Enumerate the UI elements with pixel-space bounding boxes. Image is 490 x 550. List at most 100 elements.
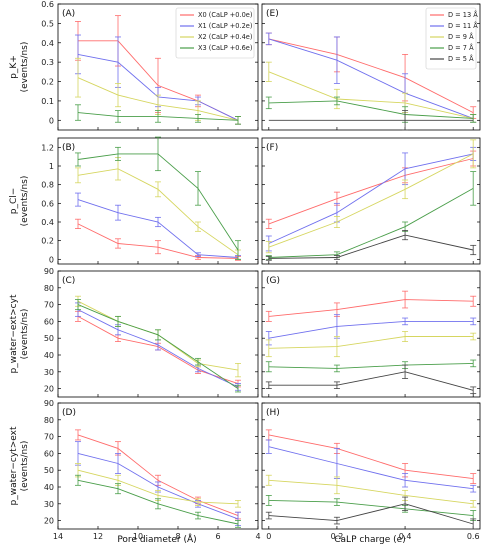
series-3-line — [268, 71, 474, 119]
y-tick-label: 30 — [44, 500, 54, 509]
y-axis-label-row-1: p_K+(events/ns) — [9, 42, 30, 93]
y-tick-label: 80 — [44, 284, 54, 293]
y-tick-label: 20 — [44, 385, 54, 394]
y-axis-label-line-1: p_Cl− — [9, 188, 19, 215]
panel-c-frame — [57, 270, 259, 398]
panel-label-h: (H) — [266, 408, 280, 418]
y-tick-label: 50 — [44, 466, 54, 475]
y-axis-label-line-2: (events/ns) — [20, 176, 30, 227]
y-tick-label: 0.6 — [41, 199, 54, 208]
series-2-line — [268, 446, 474, 490]
y-tick-label: 0.8 — [41, 181, 54, 190]
y-tick-label: 20 — [44, 517, 54, 526]
x-tick-label: 6 — [215, 532, 220, 541]
y-tick-label: 0 — [49, 116, 54, 125]
panel-label-d: (D) — [62, 408, 76, 418]
panel-a-frame — [57, 3, 259, 131]
panel-f-frame — [261, 137, 481, 265]
series-3-line — [268, 479, 474, 505]
series-4-line — [268, 362, 474, 369]
series-1-line — [268, 38, 474, 114]
y-tick-label: 30 — [44, 368, 54, 377]
y-tick-label: 0.2 — [41, 78, 54, 87]
y-tick-label: 0.6 — [41, 0, 54, 9]
series-5-line — [268, 234, 474, 259]
legend-right: D = 13 Å D = 11 Å D = 9 Å D = 7 Å D = 5 Å — [425, 7, 478, 70]
x-tick-label: 14 — [53, 532, 63, 541]
legend-entry: D = 9 Å — [448, 32, 474, 41]
y-tick-label: 40 — [44, 483, 54, 492]
series-5-line — [268, 503, 474, 525]
y-tick-label: 80 — [44, 416, 54, 425]
panel-label-c: (C) — [62, 276, 75, 286]
y-axis-label-row-4: p_water−cyt>ext(events/ns) — [9, 426, 30, 505]
y-axis-label-line-1: p_water−ext>cyt — [9, 294, 19, 373]
y-axis-label-line-2: (events/ns) — [20, 309, 30, 360]
panel-label-b: (B) — [62, 143, 75, 153]
y-axis-label-line-1: p_water−cyt>ext — [9, 426, 19, 505]
legend-entry: D = 13 Å — [448, 10, 478, 19]
y-tick-label: 50 — [44, 334, 54, 343]
y-tick-label: 0.3 — [41, 58, 54, 67]
legend-frame — [425, 7, 477, 70]
x-axis-label-right: CaLP charge (e) — [334, 535, 405, 545]
y-tick-label: 0.2 — [41, 237, 54, 246]
x-tick-label: 10 — [133, 532, 143, 541]
legend-entry: X2 (CaLP +0.4e) — [198, 33, 252, 41]
y-tick-label: 1 — [49, 162, 54, 171]
y-tick-label: 0.4 — [41, 218, 54, 227]
panel-label-f: (F) — [266, 143, 278, 153]
panel-d-frame — [57, 402, 259, 530]
y-tick-label: 40 — [44, 351, 54, 360]
y-axis-label-row-2: p_Cl−(events/ns) — [9, 176, 30, 227]
series-3-line — [268, 336, 474, 349]
y-tick-label: 70 — [44, 301, 54, 310]
series-2-line — [268, 153, 474, 244]
y-tick-label: 90 — [44, 399, 54, 408]
series-3-line — [268, 153, 474, 248]
legend-entry: X3 (CaLP +0.6e) — [198, 44, 252, 52]
y-tick-label: 0.5 — [41, 19, 54, 28]
panel-label-e: (E) — [266, 9, 279, 19]
series-4-line — [268, 499, 474, 517]
series-5-line — [268, 371, 474, 391]
legend-frame — [175, 7, 255, 59]
legend-entry: D = 5 Å — [448, 54, 474, 63]
series-1-line — [268, 158, 474, 225]
legend-left: X0 (CaLP +0.0e) X1 (CaLP +0.2e) X2 (CaLP +… — [175, 7, 255, 59]
y-tick-label: 0.1 — [41, 97, 54, 106]
y-axis-label-line-2: (events/ns) — [20, 42, 30, 93]
series-1-line — [268, 299, 474, 317]
series-2-line — [268, 320, 474, 339]
x-tick-label: 12 — [93, 532, 103, 541]
x-tick-label: 4 — [255, 532, 260, 541]
panel-label-g: (G) — [266, 276, 280, 286]
y-tick-label: 70 — [44, 433, 54, 442]
y-axis-label-row-3: p_water−ext>cyt(events/ns) — [9, 294, 30, 373]
series-4-line — [268, 100, 474, 119]
y-tick-label: 0.4 — [41, 39, 54, 48]
y-axis-label-line-2: (events/ns) — [20, 441, 30, 492]
series-1-line — [268, 434, 474, 480]
panel-h-frame — [261, 402, 481, 530]
y-tick-label: 1.2 — [41, 143, 54, 152]
y-tick-label: 0 — [49, 255, 54, 264]
panel-e-frame — [261, 3, 481, 131]
y-tick-label: 60 — [44, 449, 54, 458]
panel-label-a: (A) — [62, 9, 75, 19]
y-tick-label: 60 — [44, 317, 54, 326]
y-tick-label: 90 — [44, 267, 54, 276]
legend-entry: D = 7 Å — [448, 43, 474, 52]
panel-g-frame — [261, 270, 481, 398]
series-4-line — [268, 188, 474, 258]
plot-area: p_K+(events/ns)00.10.20.30.40.50.6(A) (E)… — [9, 0, 481, 541]
legend-entry: X0 (CaLP +0.0e) — [198, 11, 252, 19]
y-axis-label-line-1: p_K+ — [9, 55, 19, 79]
x-tick-label: 8 — [175, 532, 180, 541]
x-tick-label: 0.4 — [399, 532, 412, 541]
x-tick-label: 0.2 — [331, 532, 344, 541]
legend-entry: X1 (CaLP +0.2e) — [198, 22, 252, 30]
x-axis-label-left: Pore diameter (Å) — [117, 533, 196, 545]
x-tick-label: 0 — [266, 532, 271, 541]
